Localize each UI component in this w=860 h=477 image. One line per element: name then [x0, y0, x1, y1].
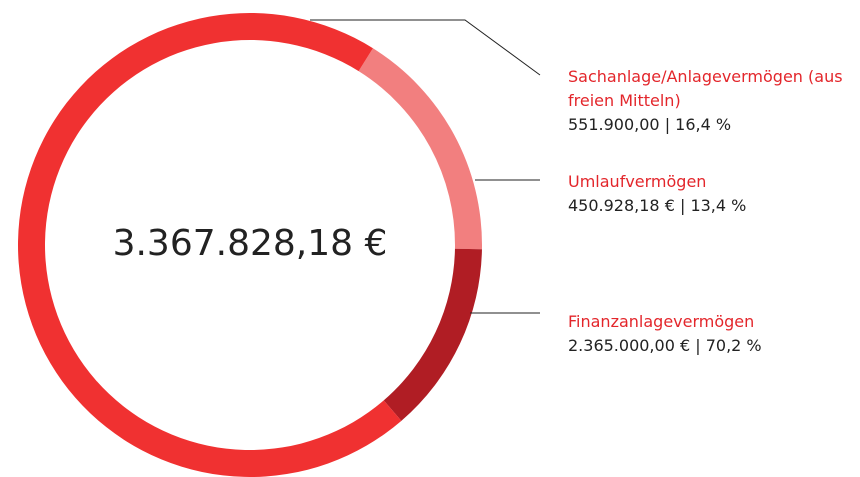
callout-line: [310, 19, 541, 76]
value-label: 450.928,18 € | 13,4 %: [568, 196, 747, 215]
category-label: Sachanlage/Anlagevermögen (aus freien Mi…: [568, 67, 843, 110]
category-label: Finanzanlagevermögen: [568, 312, 755, 331]
donut-segment: [358, 48, 483, 250]
donut-segment: [18, 12, 402, 477]
center-total: 3.367.828,18 €: [113, 223, 388, 264]
value-label: 551.900,00 | 16,4 %: [568, 115, 732, 134]
category-label: Umlaufvermögen: [568, 172, 707, 191]
donut-segment: [383, 248, 482, 421]
value-label: 2.365.000,00 € | 70,2 %: [568, 336, 762, 355]
